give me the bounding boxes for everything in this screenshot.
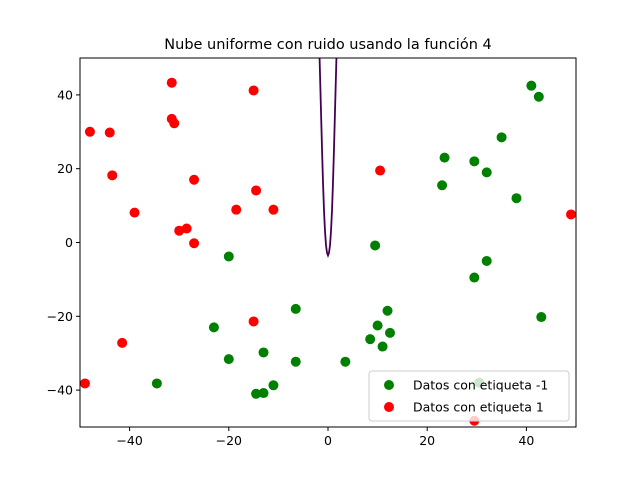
point-series-0-19 [377,341,388,352]
y-tick-label: 20 [57,161,73,176]
legend-frame [368,370,570,422]
legend: Datos con etiqueta -1 Datos con etiqueta… [368,370,570,422]
point-series-0-23 [340,356,351,367]
point-series-1-8 [375,165,386,176]
x-tick-label: 20 [419,433,435,448]
point-series-0-6 [437,180,448,191]
point-series-0-11 [223,251,234,262]
point-series-0-4 [469,156,480,167]
point-series-0-18 [365,334,376,345]
legend-marker-positive [384,402,394,412]
point-series-0-0 [526,80,537,91]
point-series-1-11 [231,204,242,215]
point-series-1-12 [268,204,279,215]
point-series-0-14 [382,305,393,316]
point-series-0-24 [151,378,162,389]
point-series-1-1 [248,85,259,96]
y-axis: −40 −20 0 20 40 [47,87,80,398]
point-series-1-9 [251,185,262,196]
point-series-0-15 [208,322,219,333]
x-axis: −40 −20 0 20 40 [116,427,534,448]
point-series-1-17 [248,316,259,327]
y-tick-label: 40 [57,87,73,102]
legend-label-negative: Datos con etiqueta -1 [413,378,548,393]
point-series-0-7 [511,193,522,204]
legend-marker-negative [384,380,394,390]
point-series-0-20 [258,347,269,358]
point-series-1-4 [84,126,95,137]
point-series-1-7 [189,174,200,185]
x-tick-label: −40 [116,433,142,448]
x-tick-label: 40 [518,433,534,448]
point-series-1-5 [104,127,115,138]
point-series-1-0 [166,77,177,88]
point-series-0-9 [481,255,492,266]
point-series-0-2 [496,132,507,143]
point-series-0-5 [481,167,492,178]
point-series-0-16 [372,320,383,331]
decision-curve [318,58,338,258]
point-series-0-10 [469,272,480,283]
plot-area [80,58,576,426]
point-series-0-13 [290,303,301,314]
point-series-1-15 [174,225,185,236]
point-series-1-19 [80,378,90,389]
x-tick-label: 0 [324,433,332,448]
point-series-1-16 [189,238,200,249]
point-series-0-25 [268,380,279,391]
point-series-1-3 [169,118,180,129]
point-series-0-27 [251,388,262,399]
y-tick-label: −20 [47,309,73,324]
chart-title: Nube uniforme con ruido usando la funció… [164,37,491,53]
y-tick-label: −40 [47,383,73,398]
y-tick-label: 0 [65,235,73,250]
point-series-1-10 [129,207,140,218]
point-series-0-21 [223,354,234,365]
legend-label-positive: Datos con etiqueta 1 [413,400,544,415]
point-series-0-3 [439,152,450,163]
point-series-0-26 [258,388,269,399]
point-series-0-22 [290,356,301,367]
point-series-0-17 [385,327,395,338]
point-series-0-12 [536,312,547,323]
point-series-0-8 [370,240,381,251]
x-tick-label: −20 [216,433,242,448]
point-series-0-1 [533,91,544,102]
point-series-1-18 [117,337,128,348]
point-series-1-13 [566,209,576,220]
point-series-1-6 [107,170,118,181]
